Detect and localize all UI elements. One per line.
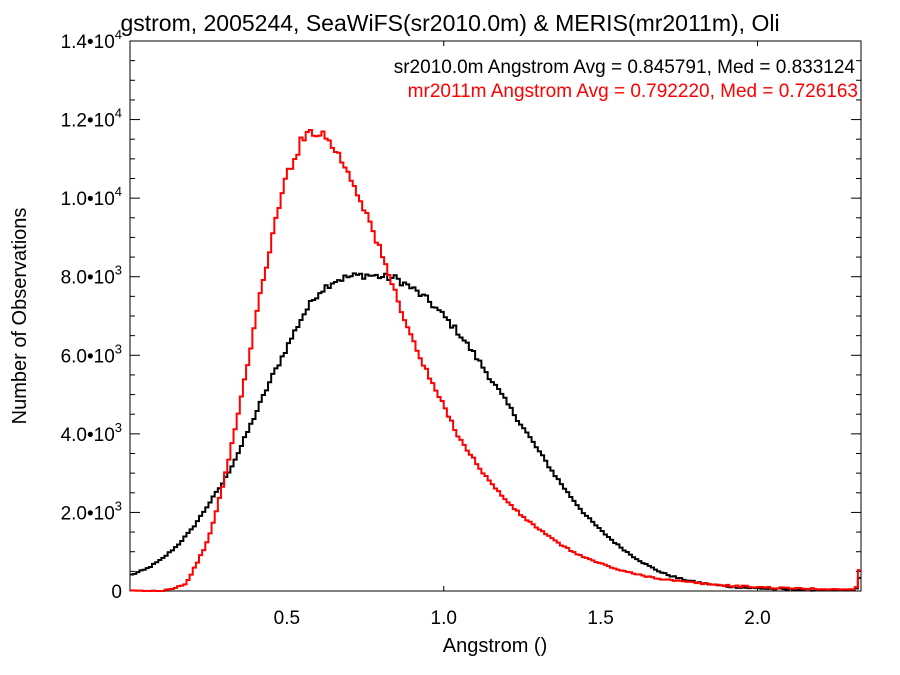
x-axis-label: Angstrom ()	[443, 635, 547, 657]
y-tick-label: 1.2•104	[61, 106, 122, 132]
x-tick-label: 1.0	[431, 608, 457, 629]
y-axis-label: Number of Observations	[9, 208, 31, 425]
y-tick-label: 1.4•104	[61, 27, 122, 53]
y-tick-label: 6.0•103	[61, 341, 122, 367]
chart-title: gstrom, 2005244, SeaWiFS(sr2010.0m) & ME…	[120, 10, 779, 36]
y-tick-label: 0	[111, 582, 122, 603]
series-line-1	[130, 128, 861, 592]
series-layer	[130, 128, 861, 592]
y-tick-label: 8.0•103	[61, 263, 122, 289]
x-tick-label: 1.5	[587, 608, 613, 629]
y-tick-label: 1.0•104	[61, 184, 122, 210]
y-tick-label: 4.0•103	[61, 420, 122, 446]
annotation-red: mr2011m Angstrom Avg = 0.792220, Med = 0…	[408, 81, 858, 102]
x-tick-label: 0.5	[274, 608, 300, 629]
x-tick-label: 2.0	[744, 608, 770, 629]
annotation-black: sr2010.0m Angstrom Avg = 0.845791, Med =…	[394, 57, 856, 78]
axis-ticks: 0 2.0•103 4.0•103 6.0•103 8.0•103 1.0•104 1.2•…	[61, 27, 861, 629]
y-tick-label: 2.0•103	[61, 498, 122, 524]
